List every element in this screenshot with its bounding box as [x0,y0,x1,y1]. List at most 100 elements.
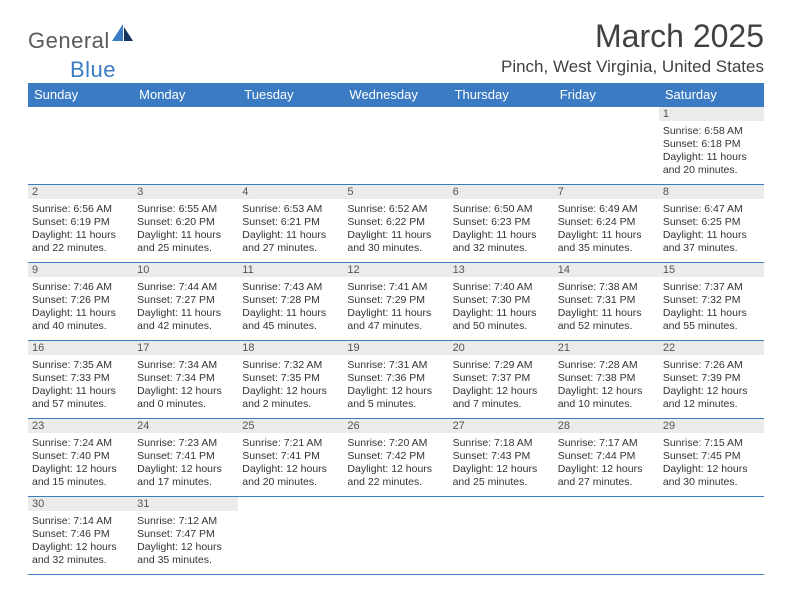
day-details: Sunrise: 7:14 AMSunset: 7:46 PMDaylight:… [28,513,133,572]
day-number: 15 [659,263,764,277]
day-details: Sunrise: 7:24 AMSunset: 7:40 PMDaylight:… [28,435,133,494]
day-details: Sunrise: 7:46 AMSunset: 7:26 PMDaylight:… [28,279,133,338]
calendar-cell: 29 Sunrise: 7:15 AMSunset: 7:45 PMDayligh… [659,419,764,497]
calendar-row: 1Sunrise: 6:58 AMSunset: 6:18 PMDaylight… [28,107,764,185]
day-details: Sunrise: 7:28 AMSunset: 7:38 PMDaylight:… [554,357,659,416]
day-number: 23 [28,419,133,433]
calendar-cell [343,107,448,185]
calendar-cell [449,497,554,575]
day-details: Sunrise: 7:38 AMSunset: 7:31 PMDaylight:… [554,279,659,338]
calendar-cell [554,107,659,185]
calendar-cell: 26Sunrise: 7:20 AMSunset: 7:42 PMDayligh… [343,419,448,497]
day-number: 24 [133,419,238,433]
calendar-cell: 27Sunrise: 7:18 AMSunset: 7:43 PMDayligh… [449,419,554,497]
day-details: Sunrise: 7:17 AMSunset: 7:44 PMDaylight:… [554,435,659,494]
calendar-cell: 18Sunrise: 7:32 AMSunset: 7:35 PMDayligh… [238,341,343,419]
calendar-cell: 24 Sunrise: 7:23 AMSunset: 7:41 PMDayligh… [133,419,238,497]
calendar-table: SundayMondayTuesdayWednesdayThursdayFrid… [28,83,764,575]
day-number: 6 [449,185,554,199]
day-details: Sunrise: 7:37 AMSunset: 7:32 PMDaylight:… [659,279,764,338]
day-details: Sunrise: 6:49 AMSunset: 6:24 PMDaylight:… [554,201,659,260]
calendar-body: 1Sunrise: 6:58 AMSunset: 6:18 PMDaylight… [28,107,764,575]
day-number: 12 [343,263,448,277]
calendar-cell: 13 Sunrise: 7:40 AMSunset: 7:30 PMDayligh… [449,263,554,341]
calendar-cell [133,107,238,185]
day-details: Sunrise: 7:23 AMSunset: 7:41 PMDaylight:… [133,435,238,494]
logo-text-blue: Blue [70,57,116,83]
calendar-cell: 6 Sunrise: 6:50 AMSunset: 6:23 PMDaylight… [449,185,554,263]
title-block: March 2025 Pinch, West Virginia, United … [501,18,764,77]
day-details: Sunrise: 6:55 AMSunset: 6:20 PMDaylight:… [133,201,238,260]
logo-sail-icon [112,24,134,47]
day-number: 30 [28,497,133,511]
weekday-header-row: SundayMondayTuesdayWednesdayThursdayFrid… [28,83,764,107]
calendar-cell: 19Sunrise: 7:31 AMSunset: 7:36 PMDayligh… [343,341,448,419]
day-number: 16 [28,341,133,355]
day-number: 10 [133,263,238,277]
day-details: Sunrise: 7:12 AMSunset: 7:47 PMDaylight:… [133,513,238,572]
calendar-cell: 3 Sunrise: 6:55 AMSunset: 6:20 PMDaylight… [133,185,238,263]
calendar-cell: 15 Sunrise: 7:37 AMSunset: 7:32 PMDayligh… [659,263,764,341]
day-number: 22 [659,341,764,355]
day-details: Sunrise: 7:44 AMSunset: 7:27 PMDaylight:… [133,279,238,338]
weekday-header: Wednesday [343,83,448,107]
day-details: Sunrise: 7:40 AMSunset: 7:30 PMDaylight:… [449,279,554,338]
logo: General [28,24,134,57]
day-details: Sunrise: 6:56 AMSunset: 6:19 PMDaylight:… [28,201,133,260]
day-number: 29 [659,419,764,433]
day-number: 2 [28,185,133,199]
calendar-row: 9 Sunrise: 7:46 AMSunset: 7:26 PMDaylight… [28,263,764,341]
day-number: 20 [449,341,554,355]
logo-text-general: General [28,28,110,54]
calendar-cell: 23 Sunrise: 7:24 AMSunset: 7:40 PMDayligh… [28,419,133,497]
day-details: Sunrise: 7:26 AMSunset: 7:39 PMDaylight:… [659,357,764,416]
day-number: 13 [449,263,554,277]
weekday-header: Saturday [659,83,764,107]
calendar-cell: 1Sunrise: 6:58 AMSunset: 6:18 PMDaylight… [659,107,764,185]
day-details: Sunrise: 6:53 AMSunset: 6:21 PMDaylight:… [238,201,343,260]
calendar-cell: 8Sunrise: 6:47 AMSunset: 6:25 PMDaylight… [659,185,764,263]
calendar-cell: 17 Sunrise: 7:34 AMSunset: 7:34 PMDayligh… [133,341,238,419]
day-details: Sunrise: 7:18 AMSunset: 7:43 PMDaylight:… [449,435,554,494]
day-details: Sunrise: 7:34 AMSunset: 7:34 PMDaylight:… [133,357,238,416]
calendar-cell: 16 Sunrise: 7:35 AMSunset: 7:33 PMDayligh… [28,341,133,419]
calendar-cell: 30 Sunrise: 7:14 AMSunset: 7:46 PMDayligh… [28,497,133,575]
calendar-cell: 21 Sunrise: 7:28 AMSunset: 7:38 PMDayligh… [554,341,659,419]
day-number: 18 [238,341,343,355]
weekday-header: Tuesday [238,83,343,107]
day-details: Sunrise: 6:58 AMSunset: 6:18 PMDaylight:… [659,123,764,182]
calendar-cell: 5Sunrise: 6:52 AMSunset: 6:22 PMDaylight… [343,185,448,263]
day-number: 3 [133,185,238,199]
calendar-cell [659,497,764,575]
calendar-cell: 14 Sunrise: 7:38 AMSunset: 7:31 PMDayligh… [554,263,659,341]
day-number: 5 [343,185,448,199]
day-number: 14 [554,263,659,277]
day-number: 17 [133,341,238,355]
calendar-cell [343,497,448,575]
day-details: Sunrise: 7:35 AMSunset: 7:33 PMDaylight:… [28,357,133,416]
day-number: 4 [238,185,343,199]
weekday-header: Monday [133,83,238,107]
day-number: 7 [554,185,659,199]
calendar-cell: 7 Sunrise: 6:49 AMSunset: 6:24 PMDaylight… [554,185,659,263]
day-number: 19 [343,341,448,355]
calendar-cell: 4 Sunrise: 6:53 AMSunset: 6:21 PMDaylight… [238,185,343,263]
day-details: Sunrise: 7:20 AMSunset: 7:42 PMDaylight:… [343,435,448,494]
day-details: Sunrise: 7:29 AMSunset: 7:37 PMDaylight:… [449,357,554,416]
calendar-cell: 22 Sunrise: 7:26 AMSunset: 7:39 PMDayligh… [659,341,764,419]
calendar-row: 23 Sunrise: 7:24 AMSunset: 7:40 PMDayligh… [28,419,764,497]
calendar-cell: 9 Sunrise: 7:46 AMSunset: 7:26 PMDaylight… [28,263,133,341]
calendar-cell [238,107,343,185]
day-details: Sunrise: 7:15 AMSunset: 7:45 PMDaylight:… [659,435,764,494]
calendar-cell [449,107,554,185]
day-number: 11 [238,263,343,277]
calendar-cell: 11Sunrise: 7:43 AMSunset: 7:28 PMDayligh… [238,263,343,341]
weekday-header: Friday [554,83,659,107]
calendar-cell: 12Sunrise: 7:41 AMSunset: 7:29 PMDayligh… [343,263,448,341]
location: Pinch, West Virginia, United States [501,57,764,77]
calendar-cell [28,107,133,185]
day-number: 21 [554,341,659,355]
weekday-header: Sunday [28,83,133,107]
day-number: 9 [28,263,133,277]
day-details: Sunrise: 6:50 AMSunset: 6:23 PMDaylight:… [449,201,554,260]
